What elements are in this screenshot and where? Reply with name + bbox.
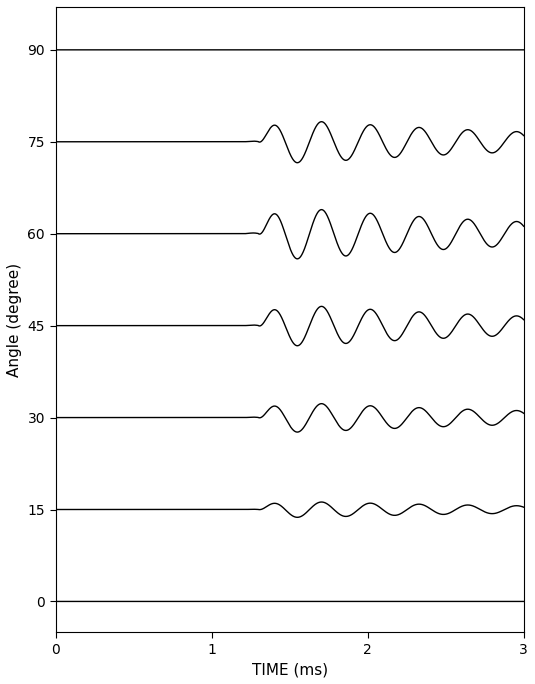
- Y-axis label: Angle (degree): Angle (degree): [7, 263, 22, 377]
- X-axis label: TIME (ms): TIME (ms): [251, 662, 327, 677]
